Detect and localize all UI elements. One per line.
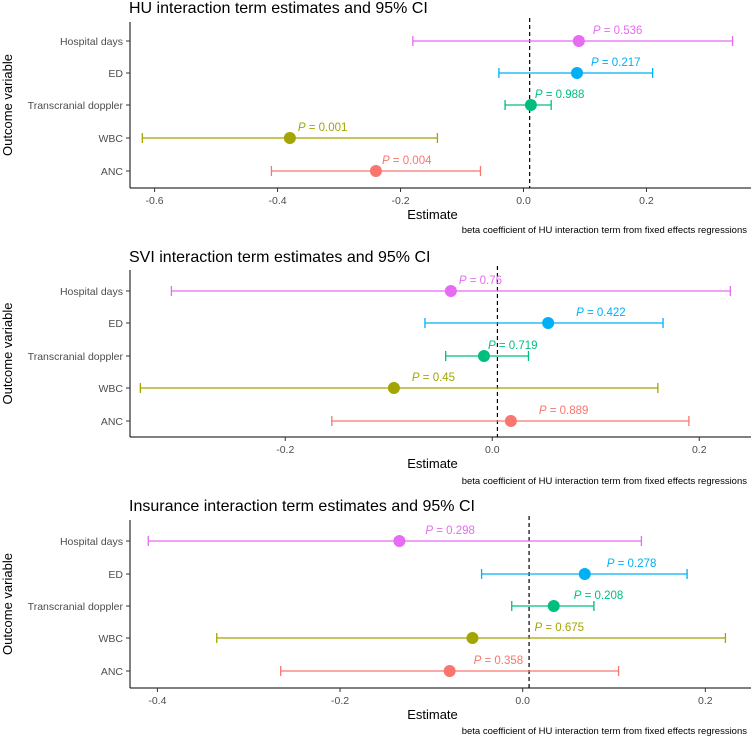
p-value-label: P = 0.001 <box>298 122 348 134</box>
p-value-label: P = 0.719 <box>488 340 538 352</box>
y-tick-label: ANC <box>101 166 124 178</box>
panel-2: SVI interaction term estimates and 95% C… <box>0 249 751 487</box>
y-tick-label: Hospital days <box>60 36 123 48</box>
x-tick-label: -0.2 <box>391 195 409 207</box>
x-axis-title: Estimate <box>407 207 458 222</box>
x-tick-label: 0.2 <box>698 695 713 707</box>
panel-title: Insurance interaction term estimates and… <box>129 498 475 515</box>
estimate-point <box>570 67 583 79</box>
x-axis-title: Estimate <box>407 456 458 471</box>
estimate-point <box>578 568 591 580</box>
estimate-point <box>283 132 296 144</box>
panel-title: SVI interaction term estimates and 95% C… <box>129 249 430 266</box>
panel-3: Insurance interaction term estimates and… <box>0 498 751 737</box>
x-axis-title: Estimate <box>407 707 458 722</box>
estimate-point <box>542 317 555 329</box>
x-tick-label: 0.2 <box>692 444 707 456</box>
x-tick-label: 0.0 <box>515 695 530 707</box>
x-tick-label: 0.0 <box>516 195 531 207</box>
p-value-label: P = 0.004 <box>382 155 432 167</box>
y-tick-label: ANC <box>101 666 124 678</box>
x-tick-label: 0.0 <box>485 444 500 456</box>
panel-1: HU interaction term estimates and 95% CI… <box>0 0 751 236</box>
y-tick-label: Hospital days <box>60 536 123 548</box>
x-tick-label: -0.4 <box>148 695 166 707</box>
chart-caption: beta coefficient of HU interaction term … <box>462 225 748 236</box>
estimate-point <box>547 600 560 612</box>
p-value-label: P = 0.536 <box>593 25 643 37</box>
estimate-point <box>572 35 585 47</box>
estimate-point <box>504 415 517 427</box>
p-value-label: P = 0.298 <box>425 525 475 537</box>
y-tick-label: ED <box>108 318 123 330</box>
x-tick-label: 0.2 <box>639 195 654 207</box>
p-value-label: P = 0.422 <box>576 307 626 319</box>
y-axis-title: Outcome variable <box>0 54 15 156</box>
y-tick-label: ED <box>108 68 123 80</box>
p-value-label: P = 0.988 <box>535 89 585 101</box>
estimate-point <box>393 535 406 547</box>
p-value-label: P = 0.208 <box>574 590 624 602</box>
y-tick-label: WBC <box>99 633 124 645</box>
x-tick-label: -0.6 <box>146 195 164 207</box>
y-tick-label: Transcranial doppler <box>28 351 124 363</box>
estimate-point <box>387 382 400 394</box>
y-tick-label: WBC <box>99 383 124 395</box>
y-tick-label: WBC <box>99 133 124 145</box>
y-tick-label: Transcranial doppler <box>28 601 124 613</box>
estimate-point <box>369 165 382 177</box>
p-value-label: P = 0.358 <box>474 655 524 667</box>
p-value-label: P = 0.45 <box>412 372 455 384</box>
p-value-label: P = 0.889 <box>539 405 589 417</box>
x-tick-label: -0.2 <box>331 695 349 707</box>
p-value-label: P = 0.217 <box>591 57 641 69</box>
p-value-label: P = 0.76 <box>459 275 502 287</box>
estimate-point <box>443 665 456 677</box>
y-axis-title: Outcome variable <box>0 553 15 655</box>
p-value-label: P = 0.675 <box>534 622 584 634</box>
y-tick-label: Transcranial doppler <box>28 100 124 112</box>
x-tick-label: -0.2 <box>276 444 294 456</box>
estimate-point <box>444 285 457 297</box>
p-value-label: P = 0.278 <box>607 558 657 570</box>
panel-title: HU interaction term estimates and 95% CI <box>129 0 428 17</box>
estimate-point <box>524 99 537 111</box>
x-tick-label: -0.4 <box>269 195 287 207</box>
y-tick-label: ANC <box>101 416 124 428</box>
y-tick-label: Hospital days <box>60 286 123 298</box>
y-axis-title: Outcome variable <box>0 303 15 405</box>
chart-caption: beta coefficient of HU interaction term … <box>462 476 748 487</box>
estimate-point <box>477 350 490 362</box>
chart-caption: beta coefficient of HU interaction term … <box>462 726 748 737</box>
estimate-point <box>466 632 479 644</box>
y-tick-label: ED <box>108 569 123 581</box>
